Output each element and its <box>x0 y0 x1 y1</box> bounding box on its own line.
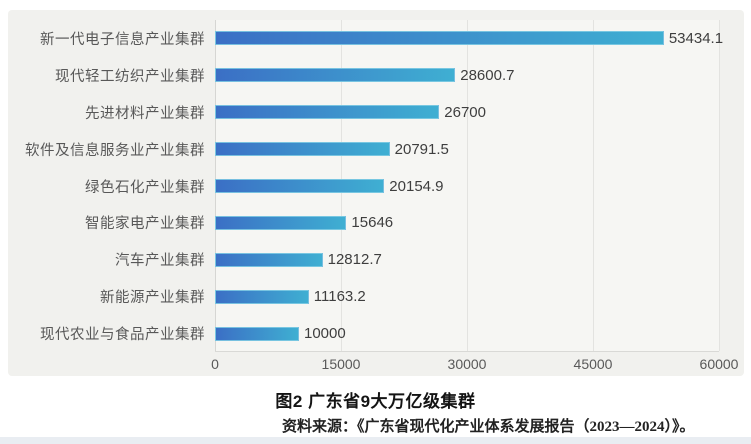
chart-row: 软件及信息服务业产业集群 20791.5 <box>8 131 744 168</box>
value-label: 26700 <box>444 103 486 121</box>
bar-track: 11163.2 <box>215 278 719 315</box>
axis-tick-label: 60000 <box>699 356 739 372</box>
category-label: 汽车产业集群 <box>115 253 205 270</box>
source-note: 资料来源：《广东省现代化产业体系发展报告（2023—2024）》。 <box>282 419 695 435</box>
x-axis: 0 15000 30000 45000 60000 <box>211 354 738 376</box>
gridline <box>467 20 468 351</box>
axis-tick-label: 15000 <box>321 356 361 372</box>
value-label: 12812.7 <box>327 251 382 269</box>
value-label: 15646 <box>351 214 394 232</box>
category-label: 现代农业与食品产业集群 <box>40 327 205 344</box>
chart-rows: 新一代电子信息产业集群 53434.1 现代轻工纺织产业集群 28600.7 先进材料产… <box>8 20 744 352</box>
chart-row: 先进材料产业集群 26700 <box>8 94 744 131</box>
bar-track: 15646 <box>215 204 719 241</box>
bar <box>215 215 347 230</box>
bar-track: 20791.5 <box>215 131 719 168</box>
bar <box>215 142 390 157</box>
bar <box>215 326 299 341</box>
bar-track: 10000 <box>215 315 719 352</box>
chart-row: 新能源产业集群 11163.2 <box>8 278 744 315</box>
gridline <box>593 20 594 351</box>
bottom-strip <box>0 437 751 444</box>
category-label: 先进材料产业集群 <box>85 105 205 122</box>
category-label: 绿色石化产业集群 <box>85 179 205 196</box>
value-label: 28600.7 <box>460 66 515 84</box>
value-label: 11163.2 <box>313 288 366 306</box>
value-label: 10000 <box>304 325 346 343</box>
category-label: 软件及信息服务业产业集群 <box>25 142 205 159</box>
chart-title: 图2 广东省9大万亿级集群 <box>275 392 476 411</box>
value-label: 53434.1 <box>668 29 724 47</box>
axis-tick-label: 0 <box>211 356 219 372</box>
chart-row: 现代农业与食品产业集群 10000 <box>8 315 744 352</box>
chart-row: 汽车产业集群 12812.7 <box>8 241 744 278</box>
chart-row: 现代轻工纺织产业集群 28600.7 <box>8 57 744 94</box>
bar <box>215 252 323 267</box>
bar-track: 12812.7 <box>215 241 719 278</box>
category-label: 新一代电子信息产业集群 <box>40 31 205 48</box>
bar <box>215 289 309 304</box>
bar-track: 26700 <box>215 94 719 131</box>
bar-track: 28600.7 <box>215 57 719 94</box>
category-label: 智能家电产业集群 <box>85 216 205 233</box>
chart-row: 新一代电子信息产业集群 53434.1 <box>8 20 744 57</box>
axis-tick-label: 45000 <box>573 356 613 372</box>
gridline <box>719 20 720 351</box>
chart-row: 绿色石化产业集群 20154.9 <box>8 168 744 205</box>
bar <box>215 68 456 83</box>
axis-tick-label: 30000 <box>447 356 487 372</box>
bar-chart: 新一代电子信息产业集群 53434.1 现代轻工纺织产业集群 28600.7 先进材料产… <box>8 10 744 376</box>
bar <box>215 31 664 46</box>
value-label: 20154.9 <box>389 177 444 195</box>
value-label: 20791.5 <box>394 140 449 158</box>
bar <box>215 105 440 120</box>
category-label: 现代轻工纺织产业集群 <box>55 68 205 85</box>
chart-row: 智能家电产业集群 15646 <box>8 204 744 241</box>
category-label: 新能源产业集群 <box>100 290 205 307</box>
bar-track: 53434.1 <box>215 20 723 57</box>
bar <box>215 179 385 193</box>
bar-track: 20154.9 <box>215 168 719 205</box>
